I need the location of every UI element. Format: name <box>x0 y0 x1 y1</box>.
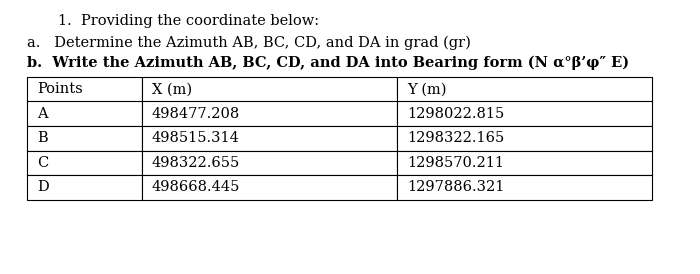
Bar <box>397 175 652 199</box>
Bar <box>142 101 397 126</box>
Text: 498668.445: 498668.445 <box>152 180 240 194</box>
Text: 1298570.211: 1298570.211 <box>407 156 504 170</box>
Text: b.  Write the Azimuth AB, BC, CD, and DA into Bearing form (N α°β’φ″ E): b. Write the Azimuth AB, BC, CD, and DA … <box>27 56 629 70</box>
Text: X (m): X (m) <box>152 82 192 96</box>
Bar <box>27 101 142 126</box>
Text: 498322.655: 498322.655 <box>152 156 240 170</box>
Bar <box>142 175 397 199</box>
Text: 1297886.321: 1297886.321 <box>407 180 505 194</box>
Bar <box>27 150 142 175</box>
Text: C: C <box>37 156 48 170</box>
Bar <box>397 101 652 126</box>
Bar <box>142 77 397 101</box>
Bar <box>397 150 652 175</box>
Text: 1298322.165: 1298322.165 <box>407 131 504 145</box>
Text: 1298022.815: 1298022.815 <box>407 107 504 121</box>
Text: A: A <box>37 107 48 121</box>
Text: a.   Determine the Azimuth AB, BC, CD, and DA in grad (gr): a. Determine the Azimuth AB, BC, CD, and… <box>27 36 471 50</box>
Text: D: D <box>37 180 49 194</box>
Bar <box>397 126 652 150</box>
Bar <box>397 77 652 101</box>
Bar <box>27 175 142 199</box>
Text: B: B <box>37 131 48 145</box>
Text: 498477.208: 498477.208 <box>152 107 240 121</box>
Bar <box>142 150 397 175</box>
Text: 498515.314: 498515.314 <box>152 131 240 145</box>
Bar <box>27 77 142 101</box>
Text: Y (m): Y (m) <box>407 82 447 96</box>
Bar <box>142 126 397 150</box>
Text: 1.  Providing the coordinate below:: 1. Providing the coordinate below: <box>58 14 319 28</box>
Bar <box>27 126 142 150</box>
Text: Points: Points <box>37 82 83 96</box>
